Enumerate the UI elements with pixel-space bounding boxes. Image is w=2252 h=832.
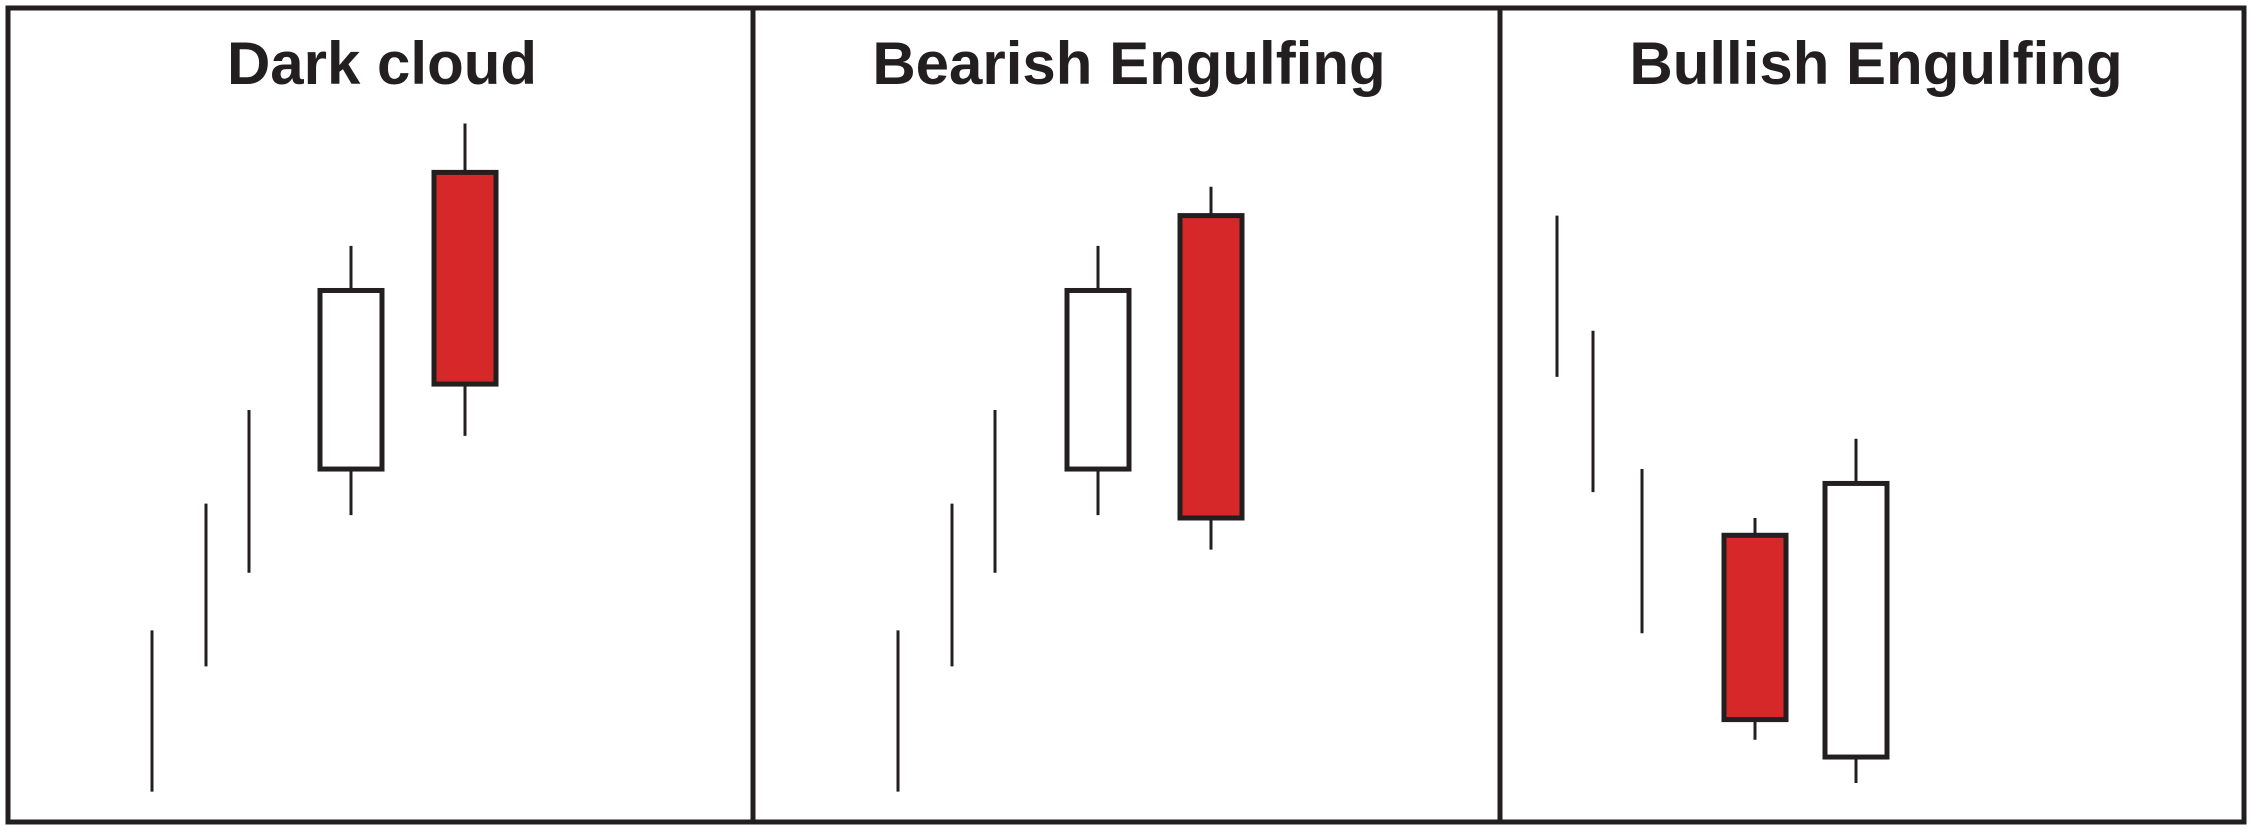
bearish-candle-5 bbox=[1177, 186, 1245, 550]
bearish-candle-4 bbox=[1721, 518, 1789, 740]
bullish-candle-4 bbox=[1064, 245, 1132, 516]
candle-body bbox=[1721, 532, 1789, 723]
panel-title: Dark cloud bbox=[227, 30, 537, 97]
bullish-candle-5 bbox=[1822, 438, 1890, 783]
panel-bullish-engulfing: Bullish Engulfing bbox=[1555, 30, 2123, 783]
candle-body bbox=[317, 287, 385, 472]
panel-bearish-engulfing: Bearish Engulfing bbox=[872, 30, 1386, 792]
candle-body bbox=[1177, 213, 1245, 521]
candle-body bbox=[1064, 287, 1132, 472]
candle-group bbox=[896, 186, 1245, 792]
bullish-candle-4 bbox=[317, 245, 385, 516]
figure-border bbox=[5, 5, 2247, 825]
panel-title: Bearish Engulfing bbox=[872, 30, 1385, 97]
bearish-candle-5 bbox=[431, 123, 499, 436]
candle-body bbox=[431, 169, 499, 387]
candle-group bbox=[1555, 215, 1890, 783]
candle-body bbox=[1822, 480, 1890, 760]
candle-group bbox=[150, 123, 499, 792]
panel-dark-cloud: Dark cloud bbox=[150, 30, 537, 792]
panel-title: Bullish Engulfing bbox=[1629, 30, 2122, 97]
